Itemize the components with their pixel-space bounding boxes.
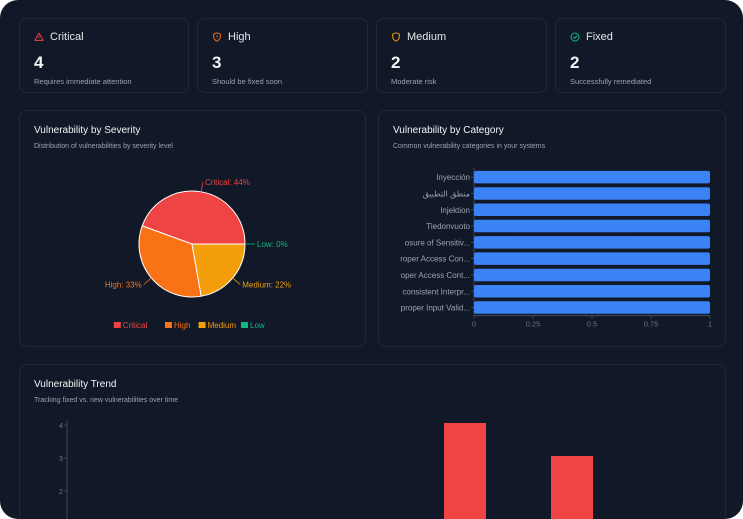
stat-card-fixed: Fixed 2 Successfully remediated [555, 18, 726, 93]
pie-label-line-medium [232, 277, 241, 285]
category-bar[interactable] [474, 285, 710, 298]
pie-label-low: Low: 0% [257, 240, 288, 249]
category-bar[interactable] [474, 252, 710, 265]
stat-card-high: High 3 Should be fixed soon [197, 18, 368, 93]
legend-swatch-critical [113, 322, 121, 328]
stat-label: Medium [407, 31, 447, 43]
trend-y-tick-label: 2 [59, 487, 63, 496]
shield-alert-icon [213, 32, 221, 42]
category-bar[interactable] [474, 170, 710, 184]
stat-card-medium: Medium 2 Moderate risk [376, 18, 547, 93]
alert-triangle-icon [34, 32, 44, 41]
trend-bar-chart: 2 3 4 [59, 420, 593, 519]
category-bar[interactable] [474, 301, 710, 314]
legend-swatch-medium [198, 322, 206, 328]
pie-label-high: High: 33% [105, 280, 142, 289]
stat-subtitle: Requires immediate attention [34, 77, 132, 86]
severity-panel: Vulnerability by Severity Distribution o… [19, 110, 366, 347]
category-bar[interactable] [474, 187, 710, 200]
category-label: consistent Interpr... [402, 287, 470, 296]
category-label: oper Access Cont... [401, 271, 470, 280]
stat-label: High [228, 31, 251, 43]
panel-description: Distribution of vulnerabilities by sever… [34, 143, 173, 150]
category-bar-chart: Inyección منطق التطبيق Injektion Tiedonvuot… [400, 168, 712, 329]
legend-item-critical[interactable]: Critical [123, 321, 148, 330]
legend-item-medium[interactable]: Medium [208, 321, 237, 330]
stat-value: 2 [391, 53, 401, 72]
panel-description: Common vulnerability categories in your … [393, 143, 546, 150]
shield-icon [392, 32, 400, 42]
stat-value: 4 [34, 53, 44, 72]
category-label: Inyección [436, 173, 470, 182]
stat-subtitle: Successfully remediated [570, 77, 652, 86]
check-circle-icon [570, 32, 580, 42]
category-bar[interactable] [474, 203, 710, 217]
category-bar[interactable] [474, 268, 710, 282]
category-label: Tiedonvuoto [426, 222, 470, 231]
category-label: proper Input Valid... [401, 304, 470, 313]
pie-label-line-high [143, 277, 152, 285]
x-tick-label: 0.75 [644, 320, 659, 329]
category-label: osure of Sensitiv... [405, 238, 470, 247]
x-tick-label: 1 [708, 320, 712, 329]
stat-value: 3 [212, 53, 222, 72]
pie-slice-medium[interactable] [191, 243, 246, 297]
trend-y-tick-label: 4 [59, 421, 63, 430]
pie-slice-high[interactable] [138, 225, 202, 298]
panel-description: Tracking fixed vs. new vulnerabilities o… [34, 397, 179, 404]
category-bar[interactable] [474, 236, 710, 249]
stat-subtitle: Moderate risk [391, 77, 437, 86]
legend-item-high[interactable]: High [174, 321, 190, 330]
category-label: roper Access Con... [400, 255, 470, 264]
trend-bar[interactable] [551, 456, 593, 519]
trend-y-tick-label: 3 [59, 454, 63, 463]
severity-pie-chart: Critical: 44% High: 33% Medium: 22% Low: 0%… [105, 178, 291, 330]
legend-swatch-high [165, 322, 172, 328]
panel-title: Vulnerability Trend [34, 379, 117, 390]
pie-slice-critical[interactable] [141, 190, 246, 245]
category-label: Injektion [440, 206, 470, 215]
legend-item-low[interactable]: Low [250, 321, 265, 330]
stat-card-critical: Critical 4 Requires immediate attention [19, 18, 189, 93]
pie-label-critical: Critical: 44% [205, 178, 250, 187]
category-panel: Vulnerability by Category Common vulnera… [378, 110, 726, 347]
category-label: منطق التطبيق [423, 189, 470, 198]
category-bar[interactable] [474, 219, 710, 233]
panel-title: Vulnerability by Category [393, 125, 504, 136]
panel-title: Vulnerability by Severity [34, 125, 141, 136]
legend-swatch-low [241, 322, 248, 328]
stat-subtitle: Should be fixed soon [212, 77, 283, 86]
x-tick-label: 0.25 [526, 320, 541, 329]
x-tick-label: 0.5 [587, 320, 597, 329]
trend-bar[interactable] [444, 423, 486, 519]
stat-value: 2 [570, 53, 580, 72]
stat-label: Critical [50, 31, 84, 43]
stat-label: Fixed [586, 31, 613, 43]
trend-panel: Vulnerability Trend Tracking fixed vs. n… [19, 364, 726, 519]
pie-label-line-critical [200, 181, 204, 192]
x-tick-label: 0 [472, 320, 476, 329]
pie-label-medium: Medium: 22% [242, 280, 291, 289]
